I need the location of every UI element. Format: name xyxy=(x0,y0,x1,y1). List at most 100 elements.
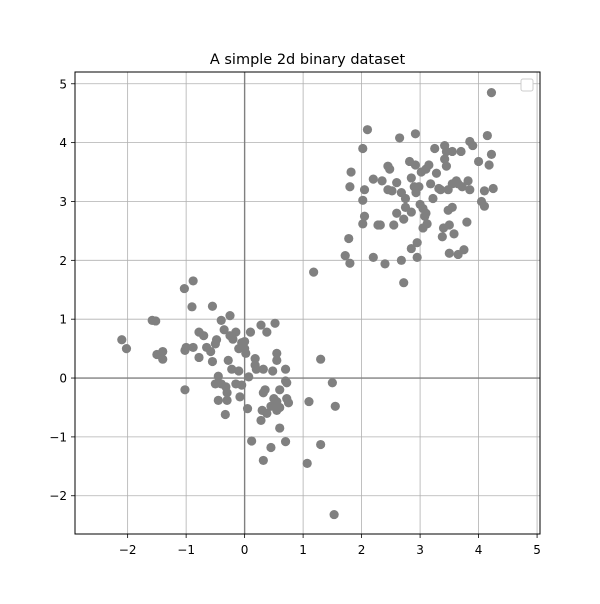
data-point xyxy=(428,193,438,204)
x-tick-label: 1 xyxy=(299,543,307,557)
data-point xyxy=(440,154,450,164)
data-point xyxy=(179,283,189,294)
data-point xyxy=(302,458,312,468)
data-point xyxy=(340,251,350,261)
data-point xyxy=(207,356,218,367)
data-point xyxy=(484,160,494,170)
data-point xyxy=(406,243,416,254)
data-point xyxy=(309,267,319,277)
data-point xyxy=(316,354,326,364)
plot-area-frame xyxy=(74,71,541,535)
data-point xyxy=(359,211,370,221)
data-point xyxy=(414,182,424,192)
data-point xyxy=(280,364,291,374)
data-point xyxy=(368,174,378,184)
data-point xyxy=(380,259,390,269)
data-point xyxy=(447,202,457,212)
y-axis-ticks: −2 −1 0 1 2 3 4 5 xyxy=(49,77,75,503)
y-tick-label: 3 xyxy=(59,195,67,209)
data-point xyxy=(346,167,356,177)
data-point xyxy=(395,133,405,143)
x-tick-label: 5 xyxy=(533,543,541,557)
data-point xyxy=(424,160,434,170)
x-tick-label: 3 xyxy=(416,543,424,557)
data-point xyxy=(272,348,282,358)
data-point xyxy=(456,146,466,157)
data-point xyxy=(117,335,127,345)
data-point xyxy=(222,388,232,398)
data-points xyxy=(117,87,498,520)
data-point xyxy=(206,346,216,357)
y-tick-label: −1 xyxy=(49,430,67,444)
data-point xyxy=(158,346,168,357)
data-point xyxy=(272,355,282,365)
x-tick-label: −1 xyxy=(177,543,195,557)
data-point xyxy=(270,318,280,328)
data-point xyxy=(210,339,220,349)
data-point xyxy=(468,140,478,151)
data-point xyxy=(368,252,378,262)
y-tick-label: 5 xyxy=(59,77,67,91)
data-point xyxy=(223,355,233,365)
y-tick-label: 0 xyxy=(59,372,67,386)
data-point xyxy=(304,396,314,407)
data-point xyxy=(275,423,285,433)
data-point xyxy=(479,186,490,196)
y-tick-label: 4 xyxy=(59,136,67,150)
y-tick-label: 2 xyxy=(59,254,67,268)
data-point xyxy=(213,371,223,381)
data-point xyxy=(282,378,292,388)
data-point xyxy=(389,220,399,230)
data-point xyxy=(258,364,268,374)
data-point xyxy=(245,327,256,337)
data-point xyxy=(385,164,395,174)
data-point xyxy=(358,195,368,205)
data-point xyxy=(344,233,354,244)
data-point xyxy=(227,364,237,374)
data-point xyxy=(345,258,355,268)
data-point xyxy=(280,437,291,447)
data-point xyxy=(216,315,226,325)
data-point xyxy=(406,173,416,183)
data-point xyxy=(330,401,340,411)
data-point xyxy=(488,183,498,194)
data-point xyxy=(377,176,387,186)
data-point xyxy=(375,220,385,230)
x-tick-label: −2 xyxy=(119,543,137,557)
y-tick-label: −2 xyxy=(49,489,67,503)
data-point xyxy=(228,334,238,344)
data-point xyxy=(426,179,436,189)
data-point xyxy=(473,156,484,167)
data-point xyxy=(447,146,457,157)
data-point xyxy=(194,352,204,363)
data-point xyxy=(459,245,469,255)
data-point xyxy=(444,220,454,230)
data-point xyxy=(358,143,368,154)
data-point xyxy=(181,342,191,353)
data-point xyxy=(234,366,244,376)
data-point xyxy=(457,182,467,192)
data-point xyxy=(275,385,285,395)
data-point xyxy=(225,311,235,321)
data-point xyxy=(258,455,268,466)
data-point xyxy=(482,130,492,141)
data-point xyxy=(358,219,368,229)
data-point xyxy=(247,436,257,446)
data-point xyxy=(241,348,251,358)
data-point xyxy=(213,395,223,406)
data-point xyxy=(256,415,266,426)
data-point xyxy=(262,408,272,418)
x-tick-label: 2 xyxy=(358,543,366,557)
data-point xyxy=(251,364,261,374)
legend-box xyxy=(520,78,534,92)
data-point xyxy=(412,252,422,262)
data-point xyxy=(392,208,402,218)
data-point xyxy=(399,214,409,224)
data-point xyxy=(207,301,218,311)
data-point xyxy=(437,232,447,242)
data-point xyxy=(479,201,490,211)
data-point xyxy=(396,255,406,265)
